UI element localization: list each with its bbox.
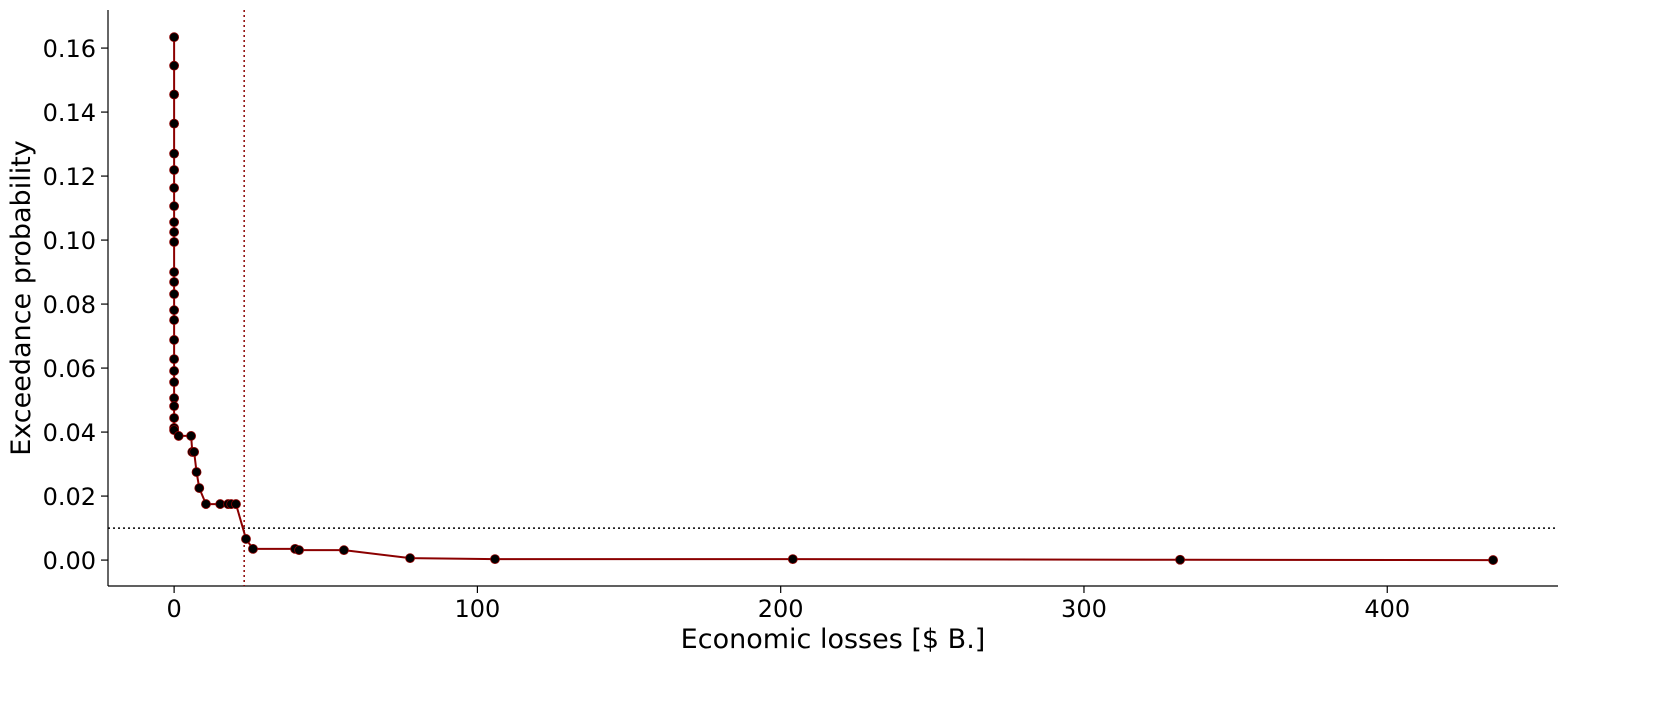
data-point xyxy=(186,431,196,441)
y-tick-label: 0.16 xyxy=(43,35,96,63)
y-tick-label: 0.02 xyxy=(43,483,96,511)
y-tick-label: 0.00 xyxy=(43,547,96,575)
data-point xyxy=(169,315,180,325)
data-point xyxy=(169,165,180,175)
data-point xyxy=(169,89,180,100)
data-point xyxy=(173,431,184,441)
x-tick-label: 200 xyxy=(758,595,804,623)
data-point xyxy=(169,32,180,43)
data-point xyxy=(169,335,180,345)
data-point xyxy=(169,366,180,376)
data-point xyxy=(169,148,180,159)
data-point xyxy=(169,118,180,129)
data-point xyxy=(1175,554,1186,565)
data-point xyxy=(169,237,180,247)
data-point xyxy=(241,534,251,544)
data-point xyxy=(169,201,180,212)
data-point xyxy=(169,227,180,237)
data-point xyxy=(169,401,180,412)
data-point xyxy=(169,277,180,287)
data-point xyxy=(787,554,798,565)
x-tick-label: 100 xyxy=(454,595,500,623)
y-tick-label: 0.10 xyxy=(43,227,96,255)
x-tick-label: 0 xyxy=(166,595,181,623)
data-point xyxy=(294,545,304,556)
x-axis-label: Economic losses [$ B.] xyxy=(681,624,986,655)
y-tick-label: 0.08 xyxy=(43,291,96,319)
data-point xyxy=(194,483,205,493)
data-point xyxy=(169,217,180,228)
data-point xyxy=(169,377,180,388)
y-tick-label: 0.04 xyxy=(43,419,96,447)
data-point xyxy=(1488,555,1498,565)
series-line xyxy=(173,37,1494,562)
data-point xyxy=(405,553,415,564)
data-point xyxy=(339,545,349,556)
data-point xyxy=(490,554,500,565)
data-point xyxy=(231,499,241,509)
y-tick-label: 0.06 xyxy=(43,355,96,383)
data-point xyxy=(169,354,180,365)
data-point xyxy=(169,267,180,277)
data-point xyxy=(169,413,180,423)
data-point xyxy=(189,447,200,457)
y-tick-label: 0.12 xyxy=(43,163,96,191)
data-point xyxy=(169,305,180,316)
data-point xyxy=(169,183,180,193)
x-tick-label: 300 xyxy=(1061,595,1107,623)
y-tick-label: 0.14 xyxy=(43,99,96,127)
data-point xyxy=(169,60,180,71)
x-tick-label: 400 xyxy=(1364,595,1410,623)
data-point xyxy=(169,289,180,300)
data-point xyxy=(201,499,211,509)
y-axis-label: Exceedance probability xyxy=(6,140,37,456)
data-point xyxy=(191,467,202,477)
data-point xyxy=(248,543,258,554)
